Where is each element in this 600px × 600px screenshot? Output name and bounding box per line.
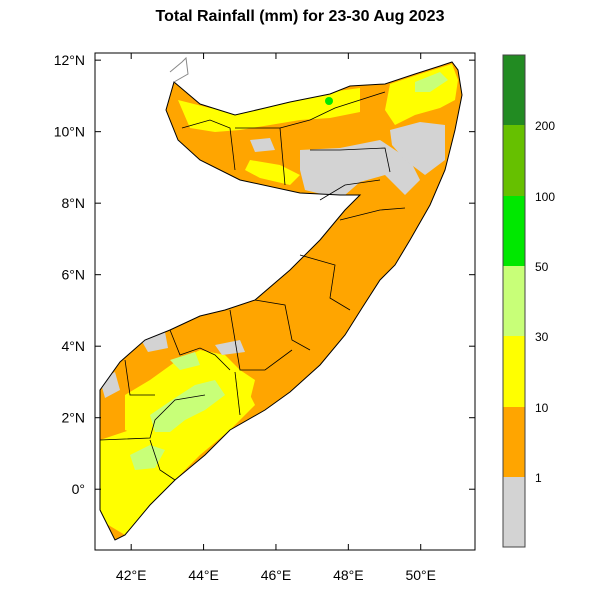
rain-lt1-nugaal	[300, 140, 420, 195]
rain-100-200-spot	[325, 97, 333, 105]
colorbar-label-10: 10	[535, 401, 549, 415]
region-border	[181, 119, 236, 171]
region-border	[99, 394, 206, 441]
colorbar-label-50: 50	[535, 260, 549, 274]
rain-30-50-jubba	[150, 380, 225, 432]
colorbar-bin-lt1	[503, 477, 525, 547]
y-tick-label: 4°N	[62, 338, 86, 354]
colorbar-bin-gt200	[503, 55, 525, 125]
country-outline	[99, 61, 463, 541]
x-tick-label: 44°E	[188, 567, 219, 583]
colorbar-bin-50-100	[503, 196, 525, 266]
y-tick-label: 6°N	[62, 267, 86, 283]
neighbor-border	[169, 56, 189, 83]
rain-30-50-south	[130, 445, 165, 470]
x-tick-label: 46°E	[261, 567, 292, 583]
colorbar-bin-100-200	[503, 125, 525, 196]
region-border	[319, 179, 381, 201]
region-border	[229, 309, 293, 371]
region-border	[234, 371, 241, 416]
colorbar-bin-30-50	[503, 266, 525, 336]
rain-10-30-sool	[245, 160, 300, 185]
x-tick-label: 48°E	[333, 567, 364, 583]
region-border	[124, 359, 155, 396]
rain-30-50-north	[415, 72, 448, 92]
rain-lt1-sool	[250, 138, 275, 152]
axes: 42°E 44°E 46°E 48°E 50°E 12°N 10°N 8°N 6°N 4°N 2°N…	[54, 52, 475, 583]
colorbar-label-1: 1	[535, 471, 542, 485]
region-border	[235, 127, 286, 186]
x-tick-label: 50°E	[405, 567, 436, 583]
rain-lt1-center	[215, 340, 245, 355]
region-border	[149, 439, 176, 481]
rain-30-50-bay	[170, 352, 200, 370]
y-tick-label: 10°N	[54, 124, 85, 140]
y-tick-label: 8°N	[62, 195, 86, 211]
colorbar-label-30: 30	[535, 330, 549, 344]
region-border	[339, 207, 406, 221]
region-border	[169, 329, 231, 371]
map-title: Total Rainfall (mm) for 23-30 Aug 2023	[155, 8, 445, 25]
region-border	[310, 147, 391, 173]
rain-lt1-bari	[390, 122, 445, 175]
colorbar-legend: 200 100 50 30 10 1	[502, 54, 555, 548]
rain-10-30-north-west	[178, 88, 360, 132]
x-tick-label: 42°E	[116, 567, 147, 583]
y-tick-label: 0°	[72, 481, 85, 497]
colorbar-frame	[502, 54, 526, 548]
colorbar-bin-10-30	[503, 336, 525, 407]
colorbar-label-100: 100	[535, 190, 555, 204]
region-border	[254, 299, 311, 351]
y-tick-label: 2°N	[62, 410, 86, 426]
y-tick-label: 12°N	[54, 52, 85, 68]
region-borders	[99, 91, 406, 481]
colorbar-bin-1-10	[503, 407, 525, 477]
region-border	[299, 254, 351, 311]
region-border	[279, 91, 386, 129]
colorbar-label-200: 200	[535, 119, 555, 133]
